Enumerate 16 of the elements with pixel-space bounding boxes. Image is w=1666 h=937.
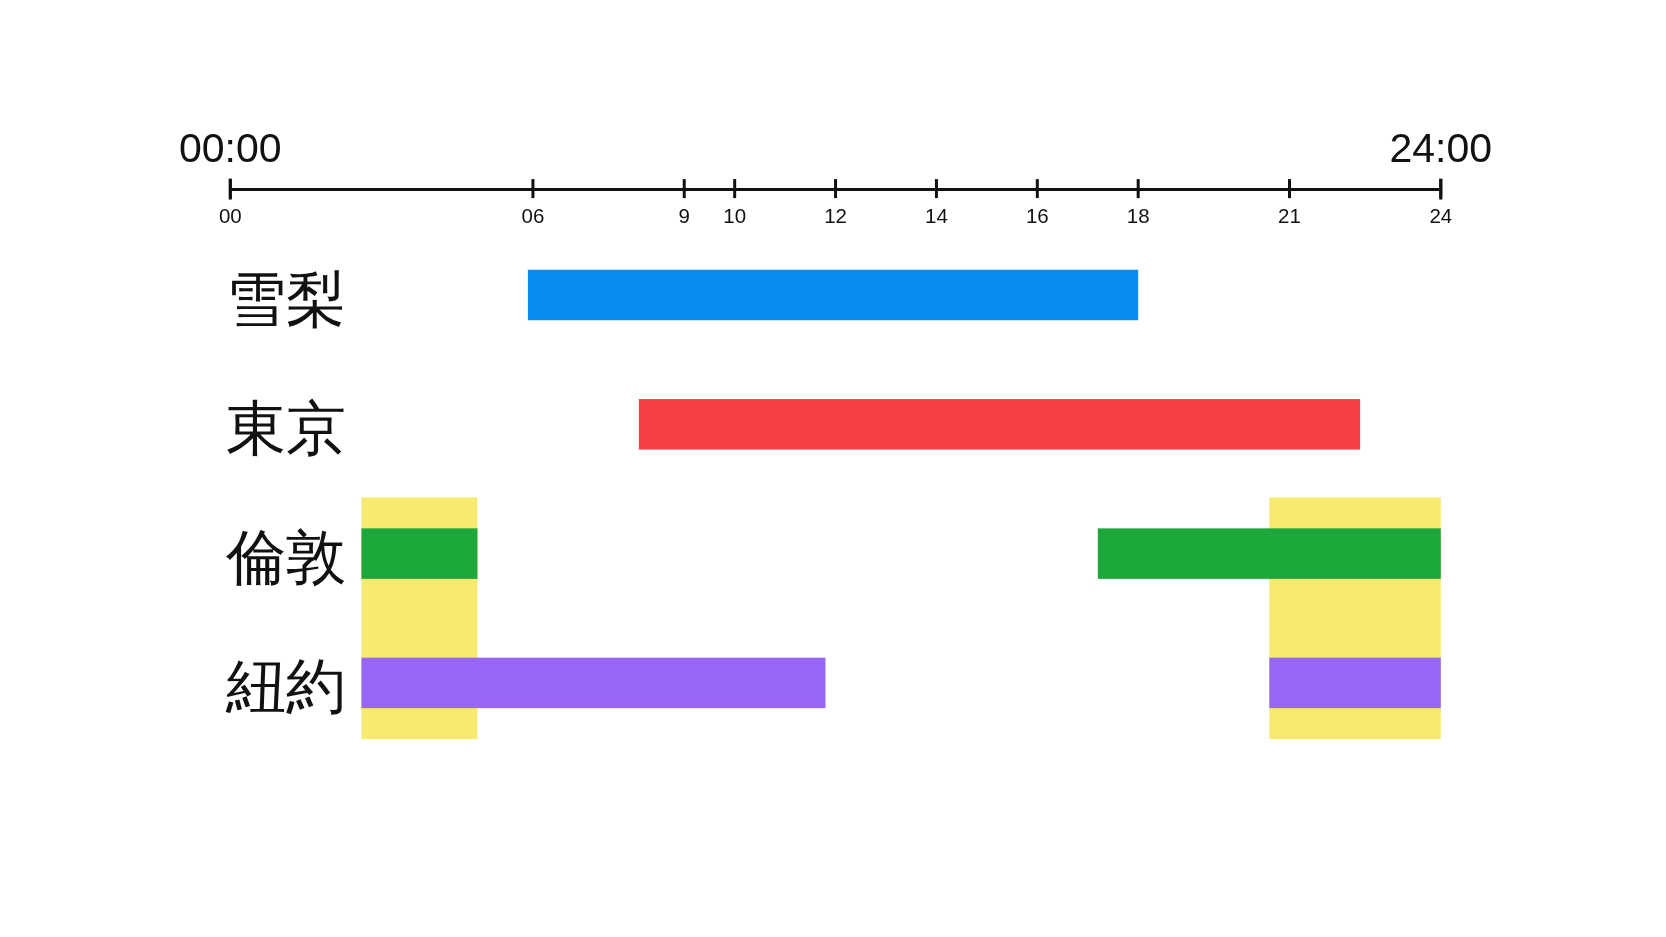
y-tick-label: 倫敦 bbox=[225, 524, 346, 592]
x-tick-label: 16 bbox=[1025, 204, 1049, 228]
x-tick-label: 14 bbox=[925, 204, 948, 228]
x-tick-label: 18 bbox=[1126, 204, 1150, 228]
x-tick-label: 10 bbox=[723, 204, 747, 228]
y-tick-label: 紐約 bbox=[225, 653, 346, 721]
x-tick-label: 06 bbox=[521, 204, 545, 228]
y-tick-label: 雪梨 bbox=[226, 265, 346, 333]
x2-tick-label: 24:00 bbox=[1389, 125, 1493, 172]
x-tick-label: 12 bbox=[824, 204, 847, 228]
x-tick-label: 21 bbox=[1278, 204, 1301, 228]
x-tick-label: 00 bbox=[218, 204, 242, 228]
x2-tick-label: 00:00 bbox=[179, 125, 282, 172]
y-tick-label: 東京 bbox=[226, 394, 346, 462]
x-tick-label: 9 bbox=[678, 204, 690, 228]
x-tick-label: 24 bbox=[1429, 204, 1453, 228]
